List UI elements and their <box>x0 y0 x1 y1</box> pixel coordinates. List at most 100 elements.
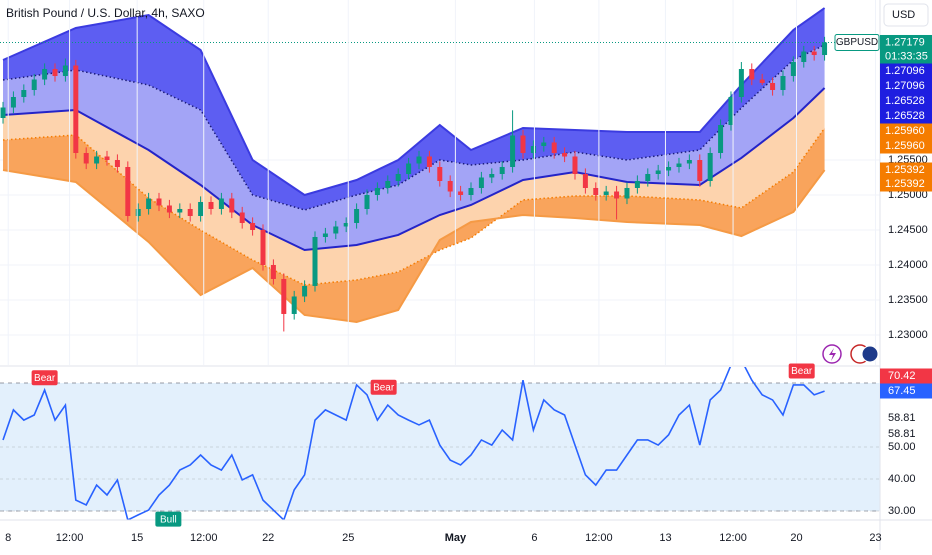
band-fill <box>3 8 825 210</box>
candle-body <box>499 166 505 174</box>
candle-body <box>52 69 58 77</box>
candle-body <box>811 51 817 56</box>
candle-body <box>603 191 609 195</box>
candle-body <box>780 76 786 91</box>
candle-body <box>73 65 79 153</box>
candle-body <box>790 62 796 77</box>
signal-box <box>788 363 815 379</box>
candle-body <box>478 177 484 188</box>
candle-body <box>250 222 256 230</box>
x-tick-label: May <box>445 532 467 544</box>
candle-body <box>624 187 630 199</box>
y-tick-label: 1.24500 <box>888 224 928 236</box>
price-badge <box>880 93 932 109</box>
candle-body <box>562 152 568 157</box>
candle-body <box>759 79 765 84</box>
candle-body <box>31 79 37 91</box>
y-tick-label: 1.25000 <box>888 189 928 201</box>
price-badge-label: 01:33:35 <box>885 50 928 62</box>
rsi-line <box>2 367 825 520</box>
price-badge-label: 1.26528 <box>885 110 925 122</box>
x-tick-label: 15 <box>131 532 143 544</box>
candle-body <box>94 156 100 164</box>
candle-body <box>104 156 110 160</box>
candle-body <box>166 205 172 213</box>
candle-body <box>666 166 672 171</box>
candle-body <box>458 191 464 195</box>
candle-body <box>697 159 703 181</box>
candle-body <box>322 233 328 237</box>
rsi-badge-label: 70.42 <box>888 370 916 382</box>
x-tick-label: 12:00 <box>190 532 218 544</box>
candle-body <box>728 97 734 126</box>
candle-body <box>270 264 276 279</box>
candle-body <box>634 180 640 188</box>
band-line <box>2 44 825 211</box>
price-badge <box>880 63 932 79</box>
candle-body <box>135 208 141 216</box>
candle-body <box>510 135 516 167</box>
price-badge-label: 1.25392 <box>885 164 925 176</box>
candle-body <box>468 187 474 195</box>
candle-body <box>281 278 287 314</box>
candle-body <box>385 180 391 188</box>
signal-label: Bear <box>373 382 395 393</box>
candle-body <box>156 198 162 206</box>
candle-body <box>416 156 422 164</box>
rsi-badge <box>880 383 932 399</box>
candle-body <box>489 173 495 178</box>
candle-body <box>718 125 724 153</box>
flag-icon-2[interactable] <box>861 345 879 363</box>
candle-body <box>426 156 432 167</box>
price-badge <box>880 162 932 178</box>
candle-body <box>395 173 401 181</box>
x-tick-label: 22 <box>262 532 274 544</box>
y-tick-label: 40.00 <box>888 473 916 485</box>
price-badge-label: 1.26528 <box>885 95 925 107</box>
candle-body <box>676 163 682 167</box>
signal-box <box>31 370 58 386</box>
y-tick-label: 1.24000 <box>888 259 928 271</box>
currency-button[interactable] <box>883 3 929 27</box>
y-tick-label: 30.00 <box>888 505 916 517</box>
price-badge <box>880 138 932 154</box>
candle-body <box>801 51 807 63</box>
candle-body <box>406 163 412 174</box>
candle-body <box>42 69 48 80</box>
price-badge-label: 1.27096 <box>885 80 925 92</box>
candle-body <box>0 107 6 119</box>
price-badge-label: 1.25960 <box>885 125 925 137</box>
candle-body <box>686 159 692 164</box>
x-tick-label: 12:00 <box>56 532 84 544</box>
x-tick-label: 12:00 <box>585 532 613 544</box>
x-tick-label: 25 <box>342 532 354 544</box>
y-tick-label: 1.23000 <box>888 329 928 341</box>
candle-body <box>530 146 536 153</box>
candle-body <box>218 198 224 209</box>
price-badge <box>880 123 932 139</box>
candle-body <box>146 198 152 209</box>
candle-body <box>21 90 27 98</box>
candle-body <box>541 142 547 146</box>
rsi-badge-label: 58.81 <box>888 428 916 440</box>
candle-body <box>83 152 89 164</box>
candle-body <box>302 285 308 297</box>
x-tick-label: 23 <box>869 532 881 544</box>
price-badge <box>880 48 932 64</box>
y-tick-label: 1.23500 <box>888 294 928 306</box>
candle-body <box>593 187 599 195</box>
candle-body <box>187 208 193 216</box>
candle-body <box>822 42 828 56</box>
candle-body <box>364 194 370 209</box>
band-line <box>2 169 826 323</box>
candle-body <box>655 170 661 174</box>
signal-box <box>370 379 397 395</box>
rsi-pane <box>0 367 880 520</box>
candle-body <box>447 180 453 192</box>
symbol-label: GBPUSD <box>836 37 878 48</box>
currency-label: USD <box>892 9 915 21</box>
price-badge <box>880 34 932 50</box>
candle-body <box>749 69 755 80</box>
candle-body <box>114 159 120 167</box>
x-tick-label: 13 <box>659 532 671 544</box>
